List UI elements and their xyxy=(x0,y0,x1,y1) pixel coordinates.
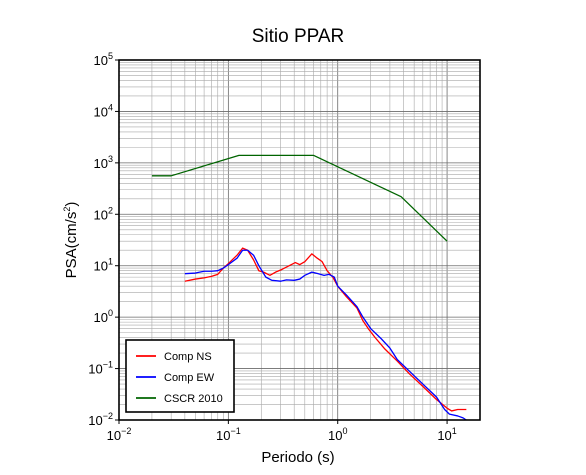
series-line-3 xyxy=(151,154,448,242)
chart-title: Sitio PPAR xyxy=(252,26,345,47)
legend-label-1: Comp NS xyxy=(164,351,212,363)
y-tick-label: 102 xyxy=(94,205,113,222)
legend-box xyxy=(125,339,235,413)
series-line-2 xyxy=(184,249,467,421)
y-axis-label-sup: 2 xyxy=(62,207,72,212)
y-tick-label: 104 xyxy=(94,102,113,119)
legend: Comp NS Comp EW CSCR 2010 xyxy=(125,339,235,413)
x-tick-label: 10−1 xyxy=(216,426,241,443)
grid-layer xyxy=(119,60,480,420)
y-tick-label: 101 xyxy=(94,257,113,274)
series-layer xyxy=(151,154,467,421)
x-axis-label: Periodo (s) xyxy=(261,449,334,466)
y-tick-label: 105 xyxy=(94,51,113,68)
y-axis-label-base: PSA(cm/s xyxy=(63,212,80,279)
series-line-1 xyxy=(184,247,467,412)
y-axis-label-end: ) xyxy=(63,202,80,207)
y-tick-label: 103 xyxy=(94,154,113,171)
x-tick-label: 101 xyxy=(437,426,456,443)
x-tick-label: 10−2 xyxy=(107,426,132,443)
y-tick-label: 10−2 xyxy=(88,411,113,428)
legend-label-2: Comp EW xyxy=(164,372,215,384)
y-tick-label: 10−1 xyxy=(88,360,113,377)
plot-frame xyxy=(118,59,481,421)
y-axis-label: PSA(cm/s2) xyxy=(62,202,80,279)
y-tick-label: 100 xyxy=(94,308,113,325)
tick-layer: 10−2 10−1 100 101 10−2 10−1 100 101 102 103 104 105 xyxy=(88,51,457,443)
x-tick-label: 100 xyxy=(328,426,347,443)
legend-label-3: CSCR 2010 xyxy=(164,393,223,405)
